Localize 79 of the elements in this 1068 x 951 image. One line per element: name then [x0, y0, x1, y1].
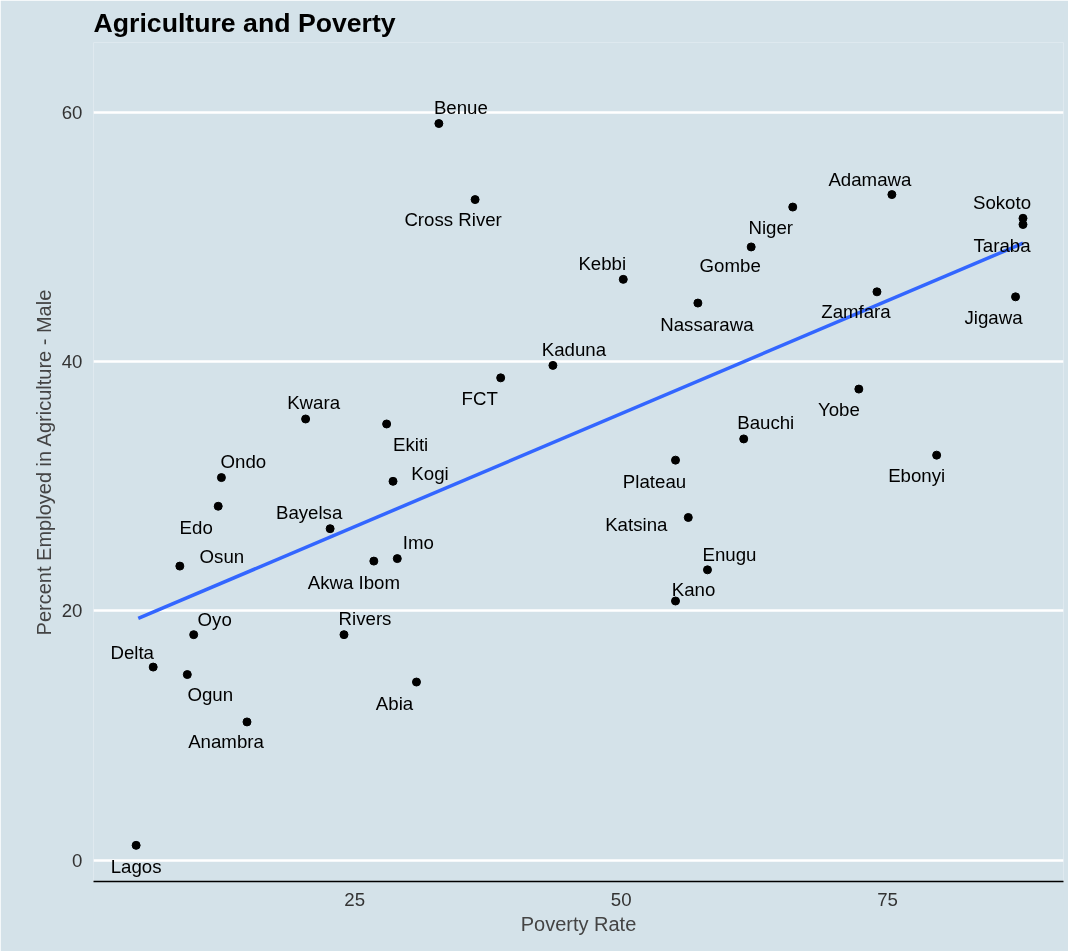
- annotation: Katsina: [605, 513, 669, 535]
- point: [388, 476, 398, 486]
- point: [175, 561, 185, 571]
- annotation: Oyo: [197, 609, 232, 631]
- x-axis-title: Poverty Rate: [520, 912, 637, 935]
- point: [746, 242, 756, 252]
- y-tick-label: 40: [61, 351, 83, 373]
- point: [131, 840, 141, 850]
- point: [1018, 220, 1028, 229]
- point: [683, 512, 693, 522]
- point: [854, 384, 864, 394]
- x-tick-label: 50: [610, 888, 632, 910]
- annotation: Rivers: [338, 608, 392, 630]
- annotation: Plateau: [622, 470, 687, 492]
- point: [189, 630, 199, 640]
- annotation: Kaduna: [541, 338, 607, 360]
- point: [369, 556, 379, 566]
- point: [339, 630, 349, 640]
- annotation: Akwa Ibom: [307, 571, 400, 593]
- chart-title: Agriculture and Poverty: [93, 7, 396, 38]
- x-tick-label: 75: [877, 888, 899, 910]
- point: [872, 287, 882, 297]
- annotation: Nassarawa: [660, 313, 755, 335]
- y-axis-title: Percent Employed in Agriculture - Male: [32, 289, 55, 636]
- point: [548, 360, 558, 370]
- point: [148, 662, 158, 672]
- annotation: Delta: [110, 641, 155, 663]
- annotation: Anambra: [188, 731, 265, 753]
- annotation: Kebbi: [578, 252, 627, 274]
- annotation: Imo: [402, 532, 434, 554]
- point: [932, 450, 942, 460]
- annotation: Abia: [375, 692, 414, 714]
- annotation: Gombe: [699, 255, 761, 277]
- annotation: Ondo: [220, 451, 267, 473]
- point: [382, 419, 392, 429]
- x-tick-label: 25: [344, 888, 366, 910]
- point: [887, 190, 897, 200]
- annotation: Benue: [433, 97, 488, 119]
- point: [618, 274, 628, 284]
- point: [434, 119, 444, 129]
- point: [739, 434, 749, 444]
- annotation: Ekiti: [393, 434, 429, 456]
- annotation: Kwara: [287, 392, 341, 414]
- point: [693, 298, 703, 308]
- annotation: Kogi: [411, 462, 449, 484]
- annotation: Yobe: [817, 398, 860, 420]
- annotation: Ogun: [187, 684, 234, 706]
- annotation: Sokoto: [972, 191, 1032, 213]
- point: [216, 473, 226, 483]
- annotation: Enugu: [702, 544, 757, 566]
- annotation: Niger: [748, 216, 794, 238]
- point: [671, 455, 680, 465]
- point: [325, 524, 335, 534]
- point: [671, 596, 680, 606]
- point: [213, 501, 223, 511]
- point: [392, 554, 402, 564]
- annotation: Ebonyi: [888, 464, 946, 486]
- annotation: Adamawa: [828, 169, 912, 191]
- y-tick-label: 0: [72, 849, 83, 871]
- point: [411, 677, 421, 687]
- annotation: Kano: [671, 578, 716, 600]
- point: [182, 670, 192, 680]
- point: [496, 373, 506, 383]
- y-tick-label: 60: [61, 101, 83, 123]
- point: [470, 195, 480, 205]
- annotation: Lagos: [110, 855, 162, 877]
- annotation: Edo: [179, 516, 213, 538]
- point: [242, 717, 252, 727]
- annotation: Cross River: [404, 209, 502, 231]
- annotation: Jigawa: [964, 307, 1024, 329]
- point: [702, 565, 712, 575]
- point: [1011, 292, 1021, 302]
- point: [788, 202, 798, 212]
- y-tick-label: 20: [61, 600, 83, 622]
- annotation: Osun: [199, 545, 245, 567]
- point: [301, 414, 311, 424]
- annotation: FCT: [461, 388, 498, 410]
- annotation: Bauchi: [737, 412, 795, 434]
- annotation: Bayelsa: [275, 502, 343, 524]
